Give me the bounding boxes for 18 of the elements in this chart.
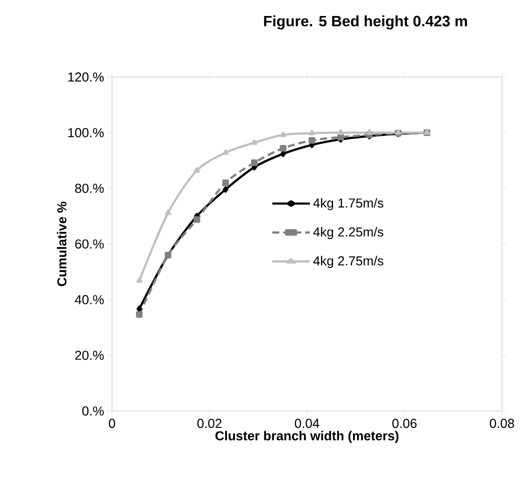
y-tick-label: 0.%	[82, 406, 104, 416]
x-tick-label: 0.08	[490, 418, 514, 428]
y-tick-label: 40.%	[74, 295, 104, 304]
y-axis-title: Cumulative %	[56, 202, 66, 286]
x-axis-title: Cluster branch width (meters)	[215, 430, 398, 443]
x-tick-label: 0.06	[392, 418, 417, 428]
y-tick-label: 120.%	[68, 72, 104, 82]
x-tick-label: 0	[108, 418, 116, 428]
legend-label: 4kg 1.75m/s	[313, 198, 384, 210]
y-tick-label: 80.%	[75, 184, 104, 193]
chart-title: Figure. 5 Bed height 0.423 m	[264, 15, 467, 30]
y-tick-label: 100.%	[68, 128, 104, 138]
x-tick-label: 0.04	[294, 418, 320, 428]
legend-label: 4kg 2.25m/s	[313, 227, 384, 240]
y-tick-label: 60.%	[75, 239, 104, 249]
x-tick-label: 0.02	[197, 418, 222, 428]
legend-label: 4kg 2.75m/s	[313, 256, 384, 268]
y-tick-label: 20.%	[75, 350, 104, 360]
